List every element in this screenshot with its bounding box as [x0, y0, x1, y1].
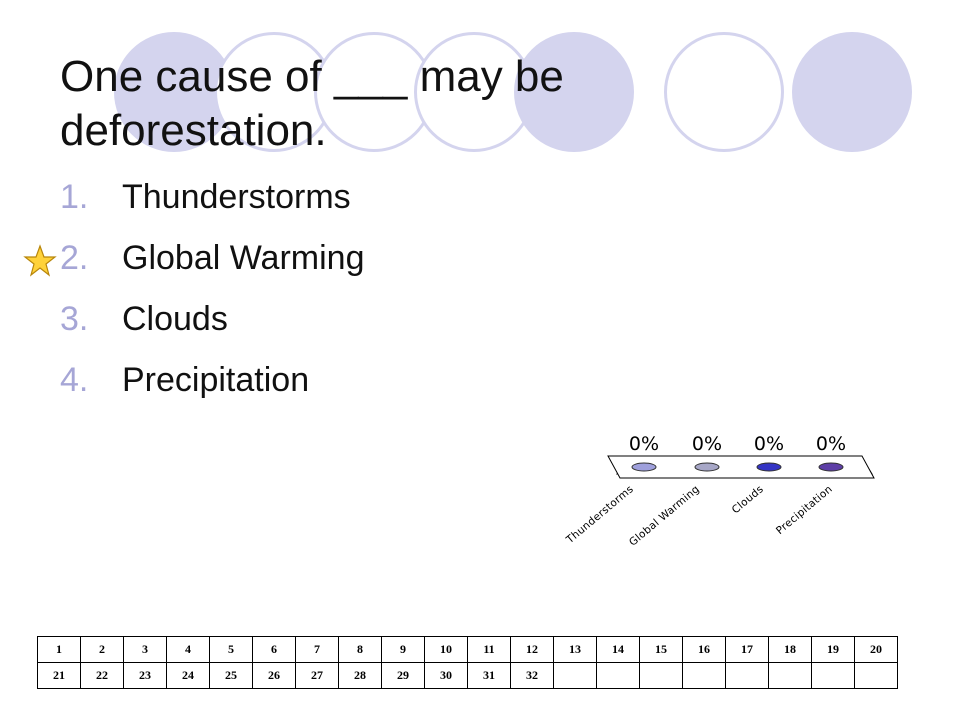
response-cell: 22: [80, 662, 124, 689]
response-cell: 32: [510, 662, 554, 689]
response-cell: 30: [424, 662, 468, 689]
chart-base: [607, 455, 875, 479]
response-cell: 29: [381, 662, 425, 689]
answer-option-3[interactable]: 3. Clouds: [60, 300, 364, 361]
chart-category-label-4: Precipitation: [774, 483, 835, 537]
response-cell: [768, 662, 812, 689]
response-number-grid: 1 2 3 4 5 6 7 8 9 10 11 12 13 14 15 16 17 18 19 20 21 22 23 24 2…: [37, 636, 898, 689]
decor-circle-7: [792, 32, 912, 152]
response-cell: 26: [252, 662, 296, 689]
response-cell: [682, 662, 726, 689]
option-label: Global Warming: [122, 239, 365, 277]
answer-options: 1. Thunderstorms 2. Global Warming 3. Cl…: [60, 178, 364, 422]
table-row: 21 22 23 24 25 26 27 28 29 30 31 32: [37, 662, 898, 689]
chart-bar-2: [694, 462, 720, 472]
table-row: 1 2 3 4 5 6 7 8 9 10 11 12 13 14 15 16 17 18 19 20: [37, 636, 898, 663]
response-cell: [639, 662, 683, 689]
chart-value-label-2: 0%: [692, 433, 722, 455]
chart-value-label-1: 0%: [629, 433, 659, 455]
response-cell: 11: [467, 636, 511, 663]
response-cell: 4: [166, 636, 210, 663]
response-cell: 19: [811, 636, 855, 663]
option-number: 4.: [60, 361, 89, 399]
decor-circle-6: [664, 32, 784, 152]
response-cell: 3: [123, 636, 167, 663]
decor-circle-5: [514, 32, 634, 152]
chart-category-label-1: Thunderstorms: [563, 483, 635, 547]
chart-category-label-2: Global Warming: [627, 483, 702, 549]
response-cell: 18: [768, 636, 812, 663]
response-cell: 17: [725, 636, 769, 663]
response-cell: 24: [166, 662, 210, 689]
response-cell: 27: [295, 662, 339, 689]
response-cell: 16: [682, 636, 726, 663]
answer-option-1[interactable]: 1. Thunderstorms: [60, 178, 364, 239]
response-cell: 7: [295, 636, 339, 663]
answer-option-2[interactable]: 2. Global Warming: [60, 239, 364, 300]
response-cell: 28: [338, 662, 382, 689]
option-number: 3.: [60, 300, 89, 338]
response-cell: 20: [854, 636, 898, 663]
option-label: Precipitation: [122, 361, 310, 399]
response-cell: 8: [338, 636, 382, 663]
response-cell: [811, 662, 855, 689]
chart-value-label-3: 0%: [754, 433, 784, 455]
response-cell: [725, 662, 769, 689]
decor-circle-4: [414, 32, 534, 152]
response-cell: 15: [639, 636, 683, 663]
answer-option-4[interactable]: 4. Precipitation: [60, 361, 364, 422]
chart-bar-3: [756, 462, 782, 472]
response-cell: 25: [209, 662, 253, 689]
option-label: Thunderstorms: [122, 178, 351, 216]
chart-bar-1: [631, 462, 657, 472]
response-chart: 0% Thunderstorms 0% Global Warming 0% Clouds 0…: [563, 433, 875, 549]
response-cell: 9: [381, 636, 425, 663]
response-cell: 21: [37, 662, 81, 689]
response-cell: 14: [596, 636, 640, 663]
option-number: 1.: [60, 178, 89, 216]
chart-category-label-3: Clouds: [730, 483, 766, 516]
response-cell: 10: [424, 636, 468, 663]
response-cell: 12: [510, 636, 554, 663]
slide-title: One cause of ___ may be deforestation.: [60, 52, 564, 155]
option-number: 2.: [60, 239, 89, 277]
response-cell: 5: [209, 636, 253, 663]
response-cell: 2: [80, 636, 124, 663]
response-cell: 6: [252, 636, 296, 663]
response-cell: 31: [467, 662, 511, 689]
response-cell: [596, 662, 640, 689]
response-cell: 1: [37, 636, 81, 663]
response-cell: 23: [123, 662, 167, 689]
option-label: Clouds: [122, 300, 228, 338]
response-cell: [854, 662, 898, 689]
response-cell: 13: [553, 636, 597, 663]
chart-bar-4: [818, 462, 844, 472]
star-icon: [23, 244, 57, 277]
response-cell: [553, 662, 597, 689]
chart-value-label-4: 0%: [816, 433, 846, 455]
